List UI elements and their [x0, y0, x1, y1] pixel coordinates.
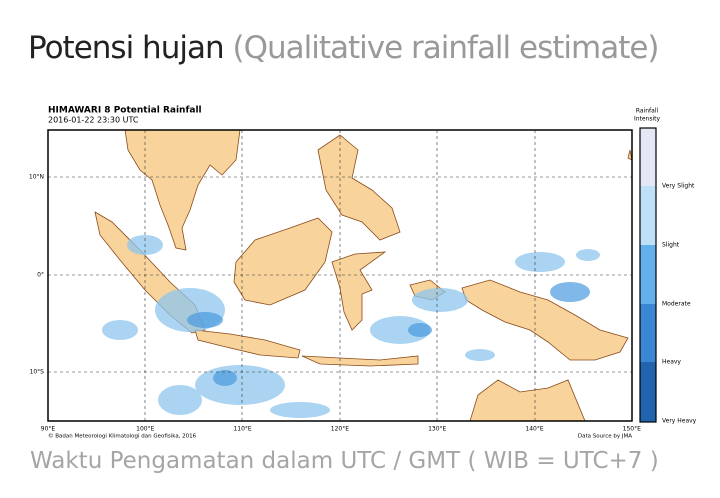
landmasses: [94, 129, 633, 422]
lon-label: 150°E: [623, 426, 641, 433]
lon-label: 130°E: [428, 426, 446, 433]
map-title: HIMAWARI 8 Potential Rainfall: [48, 106, 202, 116]
lon-label: 110°E: [233, 426, 251, 433]
lon-label: 140°E: [525, 426, 543, 433]
map-frame: [47, 129, 633, 422]
lat-label: 0°: [37, 272, 44, 279]
legend-level: Very Heavy: [662, 418, 697, 425]
lat-label: 10°S: [30, 369, 45, 376]
map-timestamp: 2016-01-22 23:30 UTC: [48, 116, 139, 125]
legend-title: Intensity: [634, 116, 661, 123]
footer: Waktu Pengamatan dalam UTC / GMT ( WIB =…: [30, 448, 659, 474]
rain-areas: [102, 235, 600, 418]
legend-level: Very Slight: [662, 183, 695, 190]
colorbar: [639, 127, 657, 423]
legend-level: Heavy: [662, 359, 681, 366]
map-credit: © Badan Meteorologi Klimatologi dan Geof…: [48, 433, 197, 440]
map-figure: HIMAWARI 8 Potential Rainfall 2016-01-22…: [29, 106, 697, 440]
lon-label: 120°E: [331, 426, 349, 433]
lat-label: 10°N: [29, 174, 44, 181]
graticule: [48, 130, 632, 421]
map-source: Data Source by JMA: [578, 434, 632, 440]
subtitle: (Qualitative rainfall estimate): [232, 30, 659, 66]
title: Potensi hujan: [28, 30, 225, 66]
lon-label: 100°E: [136, 426, 154, 433]
legend-title: Rainfall: [636, 108, 659, 115]
legend-level: Slight: [662, 242, 680, 249]
legend-level: Moderate: [662, 301, 691, 308]
header: Potensi hujan (Qualitative rainfall esti…: [28, 30, 660, 66]
lon-label: 90°E: [41, 426, 56, 433]
